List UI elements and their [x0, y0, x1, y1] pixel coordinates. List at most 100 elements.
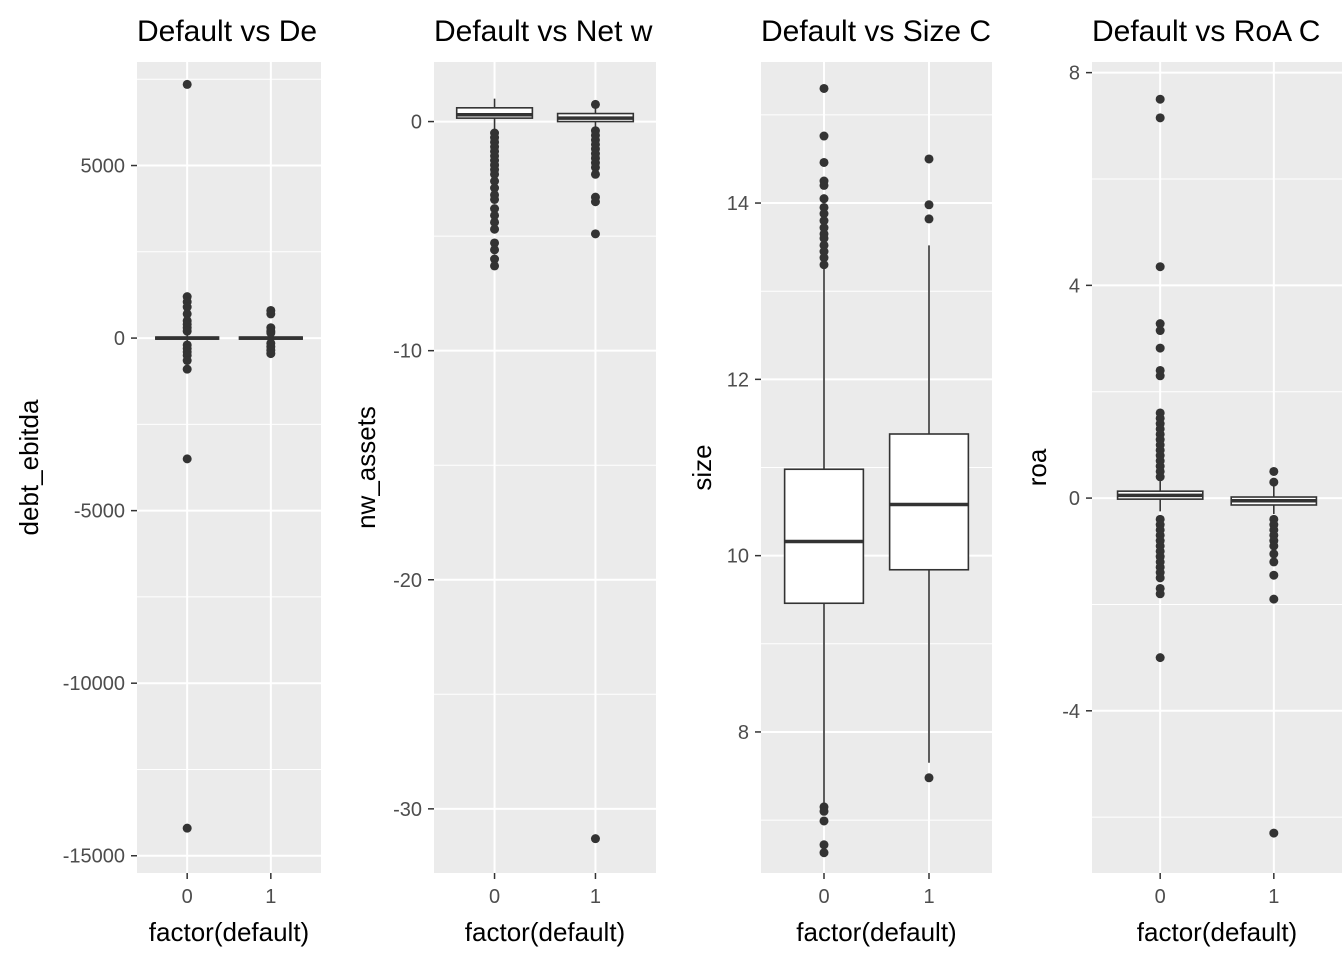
y-tick-label: 5000 — [81, 156, 126, 178]
x-tick-label: 0 — [1155, 886, 1166, 908]
outlier-point — [1269, 541, 1279, 551]
outlier-point — [924, 214, 934, 224]
outlier-point — [819, 260, 829, 270]
outlier-point — [819, 216, 829, 226]
outlier-point — [1269, 557, 1279, 567]
outlier-point — [182, 823, 192, 833]
outlier-point — [182, 356, 192, 366]
y-tick-label: 14 — [727, 193, 749, 215]
panel-3: 14 12 10 8 0 1 factor(default) size Default vs S… — [687, 15, 992, 947]
panel-title: Default vs RoA C — [1092, 15, 1320, 48]
y-tick-label: -5000 — [74, 501, 125, 523]
panel-background — [137, 62, 321, 873]
x-tick-label: 1 — [265, 886, 276, 908]
outlier-point — [819, 194, 829, 204]
panel-4: 8 4 0 -4 0 1 factor(default) roa Default vs RoA … — [1022, 15, 1342, 947]
outlier-point — [1155, 94, 1165, 104]
box-category-1 — [888, 154, 970, 783]
outlier-point — [819, 240, 829, 250]
outlier-point — [1269, 828, 1279, 838]
outlier-point — [590, 197, 600, 207]
y-tick-label: 0 — [411, 112, 422, 134]
outlier-point — [1155, 653, 1165, 663]
outlier-point — [924, 200, 934, 210]
outlier-point — [1155, 573, 1165, 583]
outlier-point — [590, 229, 600, 239]
y-axis-label: roa — [1022, 448, 1052, 486]
outlier-point — [266, 309, 276, 319]
outlier-point — [266, 328, 276, 338]
outlier-point — [490, 238, 500, 248]
panel-title: Default vs Size C — [761, 15, 991, 48]
outlier-point — [1269, 549, 1279, 559]
outlier-point — [819, 157, 829, 167]
outlier-point — [1269, 570, 1279, 580]
outlier-point — [182, 326, 192, 336]
outlier-point — [1155, 319, 1165, 329]
x-tick-label: 0 — [818, 886, 829, 908]
outlier-point — [819, 209, 829, 219]
outlier-point — [1155, 262, 1165, 272]
outlier-point — [924, 154, 934, 164]
panel-1: 5000 0 -5000 -10000 -15000 0 1 factor(default) d… — [14, 15, 321, 947]
outlier-point — [490, 254, 500, 264]
y-tick-label: -30 — [393, 799, 422, 821]
outlier-point — [819, 247, 829, 257]
outlier-point — [1269, 466, 1279, 476]
panel-background — [1092, 62, 1342, 873]
x-axis-label: factor(default) — [149, 917, 309, 947]
x-tick-label: 1 — [923, 886, 934, 908]
outlier-point — [490, 261, 500, 271]
outlier-point — [490, 210, 500, 220]
outlier-point — [1155, 343, 1165, 353]
y-tick-label: 0 — [1069, 488, 1080, 510]
outlier-point — [266, 349, 276, 359]
box-category-1 — [1230, 466, 1318, 838]
outlier-point — [819, 806, 829, 816]
y-tick-label: 12 — [727, 369, 749, 391]
outlier-point — [1155, 472, 1165, 482]
x-tick-label: 0 — [489, 886, 500, 908]
outlier-point — [182, 454, 192, 464]
x-axis-label: factor(default) — [796, 917, 956, 947]
y-tick-label: 8 — [738, 722, 749, 744]
outlier-point — [819, 202, 829, 212]
outlier-point — [182, 302, 192, 312]
y-tick-label: -10 — [393, 341, 422, 363]
outlier-point — [819, 848, 829, 858]
outlier-point — [590, 162, 600, 172]
outlier-point — [490, 204, 500, 214]
outlier-point — [590, 99, 600, 109]
panel-2: 0 -10 -20 -30 0 1 factor(default) nw_assets Defa… — [351, 15, 656, 947]
outlier-point — [590, 834, 600, 844]
outlier-point — [819, 83, 829, 93]
y-tick-label: 0 — [114, 328, 125, 350]
outlier-point — [182, 309, 192, 319]
y-tick-label: 4 — [1069, 275, 1080, 297]
outlier-point — [1269, 594, 1279, 604]
outlier-point — [490, 176, 500, 186]
outlier-point — [1155, 113, 1165, 123]
x-tick-label: 0 — [182, 886, 193, 908]
y-tick-label: -10000 — [63, 673, 125, 695]
outlier-point — [819, 840, 829, 850]
outlier-point — [490, 224, 500, 234]
x-tick-label: 1 — [590, 886, 601, 908]
outlier-point — [1269, 477, 1279, 487]
box-body — [783, 468, 865, 605]
outlier-point — [819, 816, 829, 826]
x-tick-label: 1 — [1268, 886, 1279, 908]
box-category-0 — [1116, 94, 1204, 663]
outlier-point — [1155, 326, 1165, 336]
x-axis-label: factor(default) — [465, 917, 625, 947]
panel-title: Default vs De — [137, 15, 317, 48]
y-axis-label: size — [687, 444, 717, 490]
outlier-point — [819, 253, 829, 263]
y-tick-label: -20 — [393, 570, 422, 592]
outlier-point — [490, 169, 500, 179]
outlier-point — [490, 245, 500, 255]
outlier-point — [924, 773, 934, 783]
box-category-1 — [238, 305, 303, 359]
box-category-0 — [155, 79, 220, 833]
